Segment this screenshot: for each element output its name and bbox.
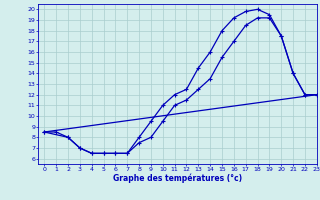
X-axis label: Graphe des températures (°c): Graphe des températures (°c) — [113, 174, 242, 183]
